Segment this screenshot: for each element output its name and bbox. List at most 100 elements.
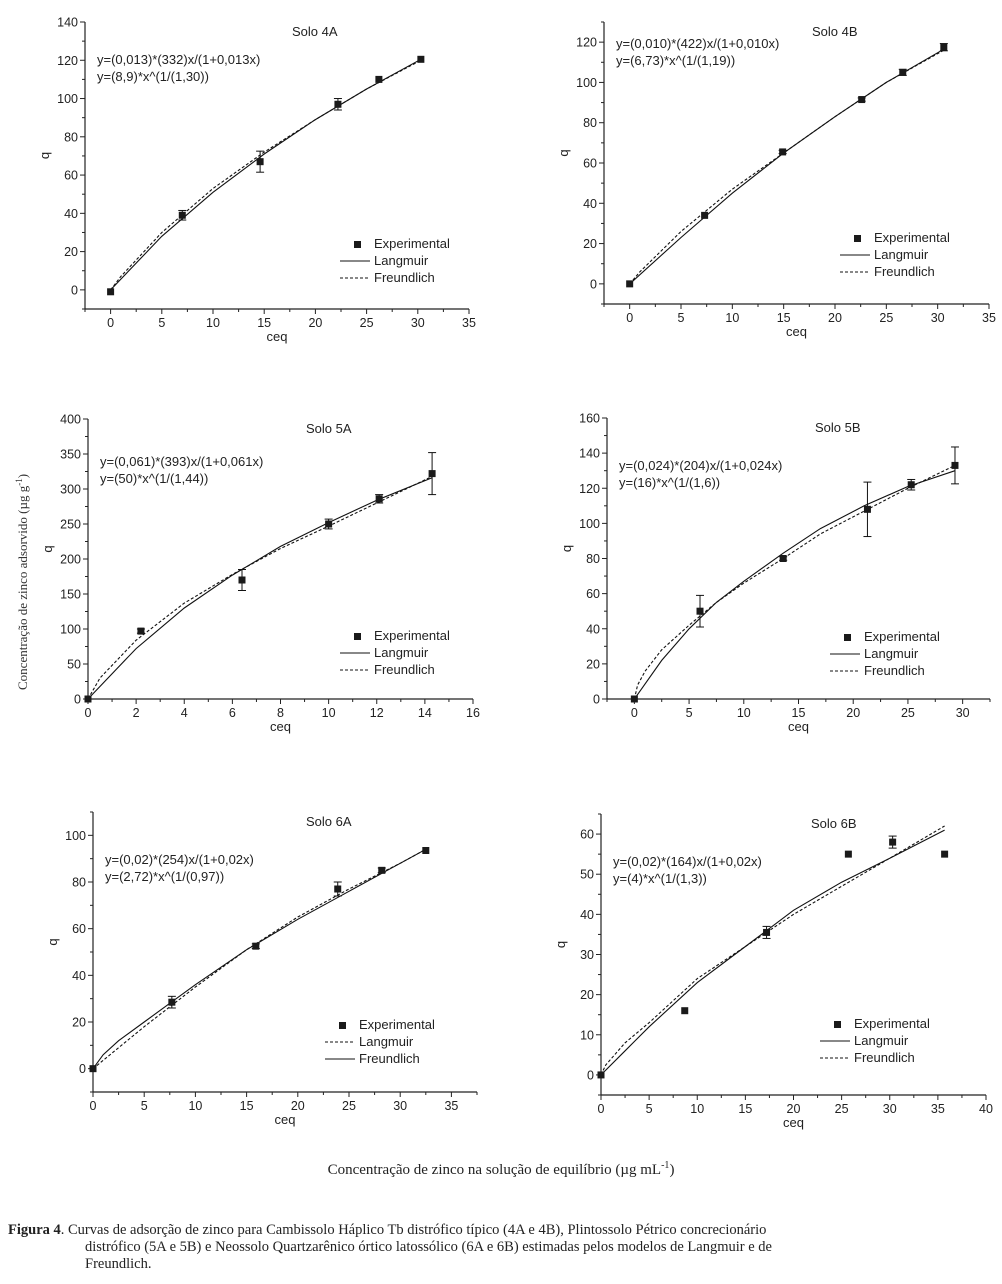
freundlich-curve [633, 464, 956, 700]
panel-title: Solo 5A [306, 421, 352, 436]
y-tick-label: 120 [579, 482, 600, 496]
x-tick-label: 5 [141, 1099, 148, 1113]
y-tick-label: 350 [60, 448, 81, 462]
x-tick-label: 10 [206, 316, 220, 330]
legend-label: Freundlich [374, 270, 435, 285]
x-tick-label: 8 [277, 706, 284, 720]
data-point [626, 280, 634, 288]
langmuir-equation: y=(0,024)*(204)x/(1+0,024x) [619, 458, 782, 473]
y-tick-label: 0 [71, 283, 78, 297]
legend-label: Langmuir [854, 1033, 909, 1048]
data-point [763, 928, 771, 936]
data-point [779, 148, 787, 156]
y-axis-title: q [553, 941, 568, 948]
y-tick-label: 120 [576, 36, 597, 50]
x-tick-label: 20 [787, 1102, 801, 1116]
shared-y-axis-label: Concentração de zinco adsorvido (µg g-1) [14, 474, 30, 690]
x-tick-label: 4 [181, 706, 188, 720]
x-tick-label: 0 [107, 316, 114, 330]
y-tick-label: 300 [60, 483, 81, 497]
chart-panel-2: 0 5 10 15 20 25 30 35 0 20 40 60 80 100 120 ceq q Solo 4B… [556, 21, 996, 339]
y-tick-label: 40 [72, 969, 86, 983]
y-tick-label: 20 [64, 245, 78, 259]
x-tick-label: 25 [360, 316, 374, 330]
panel-title: Solo 5B [815, 420, 861, 435]
data-point [178, 211, 186, 219]
data-point [256, 158, 264, 166]
y-axis-title: q [45, 938, 60, 945]
x-tick-label: 30 [393, 1099, 407, 1113]
y-tick-label: 0 [590, 277, 597, 291]
freundlich-equation: y=(8,9)*x^(1/(1,30)) [97, 69, 209, 84]
x-tick-label: 15 [738, 1102, 752, 1116]
data-point [238, 576, 246, 584]
x-tick-label: 6 [229, 706, 236, 720]
x-tick-label: 25 [835, 1102, 849, 1116]
y-tick-label: 40 [64, 207, 78, 221]
y-tick-label: 60 [72, 922, 86, 936]
x-tick-label: 30 [883, 1102, 897, 1116]
x-tick-label: 5 [678, 311, 685, 325]
y-tick-label: 160 [579, 412, 600, 426]
freundlich-equation: y=(6,73)*x^(1/(1,19)) [616, 53, 735, 68]
legend-marker-experimental [854, 235, 861, 242]
x-tick-label: 12 [370, 706, 384, 720]
x-tick-label: 10 [690, 1102, 704, 1116]
y-tick-label: 60 [580, 828, 594, 842]
y-tick-label: 0 [587, 1068, 594, 1082]
x-tick-label: 30 [956, 706, 970, 720]
langmuir-equation: y=(0,013)*(332)x/(1+0,013x) [97, 52, 260, 67]
legend-label: Langmuir [374, 253, 429, 268]
x-tick-label: 15 [257, 316, 271, 330]
data-point [252, 942, 260, 950]
y-tick-label: 100 [65, 829, 86, 843]
chart-panel-6: 0 5 10 15 20 25 30 35 40 0 10 20 30 40 50 60 ceq q Solo 6B… [553, 813, 993, 1130]
langmuir-curve [87, 477, 433, 700]
legend-label: Experimental [359, 1017, 435, 1032]
x-tick-label: 35 [931, 1102, 945, 1116]
y-tick-label: 250 [60, 518, 81, 532]
data-point [858, 96, 866, 104]
langmuir-curve [633, 470, 956, 700]
x-tick-label: 0 [85, 706, 92, 720]
freundlich-curve [110, 59, 422, 291]
legend-label: Langmuir [374, 645, 429, 660]
x-tick-label: 30 [931, 311, 945, 325]
x-axis-title: ceq [270, 719, 291, 734]
x-tick-label: 0 [90, 1099, 97, 1113]
data-point [681, 1007, 689, 1015]
y-tick-label: 100 [57, 92, 78, 106]
data-point [597, 1071, 605, 1079]
freundlich-curve [629, 49, 945, 285]
panel-title: Solo 6A [306, 814, 352, 829]
data-point [107, 288, 115, 296]
data-point [940, 43, 948, 51]
data-point [941, 850, 949, 858]
chart-panel-3: 0 2 4 6 8 10 12 14 16 0 50 100 150 200 250 300 350 400 ceq… [40, 413, 480, 735]
x-tick-label: 35 [982, 311, 996, 325]
x-tick-label: 16 [466, 706, 480, 720]
x-tick-label: 25 [342, 1099, 356, 1113]
langmuir-equation: y=(0,02)*(254)x/(1+0,02x) [105, 852, 254, 867]
data-point [334, 100, 342, 108]
y-tick-label: 60 [586, 587, 600, 601]
legend-label: Freundlich [864, 663, 925, 678]
legend-label: Experimental [854, 1016, 930, 1031]
panel-title: Solo 4B [812, 24, 858, 39]
caption-label: Figura 4 [8, 1222, 61, 1238]
figure-caption: Figura 4. Curvas de adsorção de zinco pa… [8, 1222, 998, 1273]
x-tick-label: 15 [792, 706, 806, 720]
x-tick-label: 30 [411, 316, 425, 330]
data-point [907, 481, 915, 489]
freundlich-equation: y=(2,72)*x^(1/(0,97)) [105, 869, 224, 884]
data-point [701, 211, 709, 219]
y-tick-label: 140 [57, 16, 78, 30]
y-tick-label: 10 [580, 1028, 594, 1042]
legend-marker-experimental [339, 1022, 346, 1029]
x-tick-label: 40 [979, 1102, 993, 1116]
x-tick-label: 25 [879, 311, 893, 325]
y-tick-label: 0 [593, 693, 600, 707]
data-point [696, 607, 704, 615]
y-tick-label: 60 [583, 157, 597, 171]
